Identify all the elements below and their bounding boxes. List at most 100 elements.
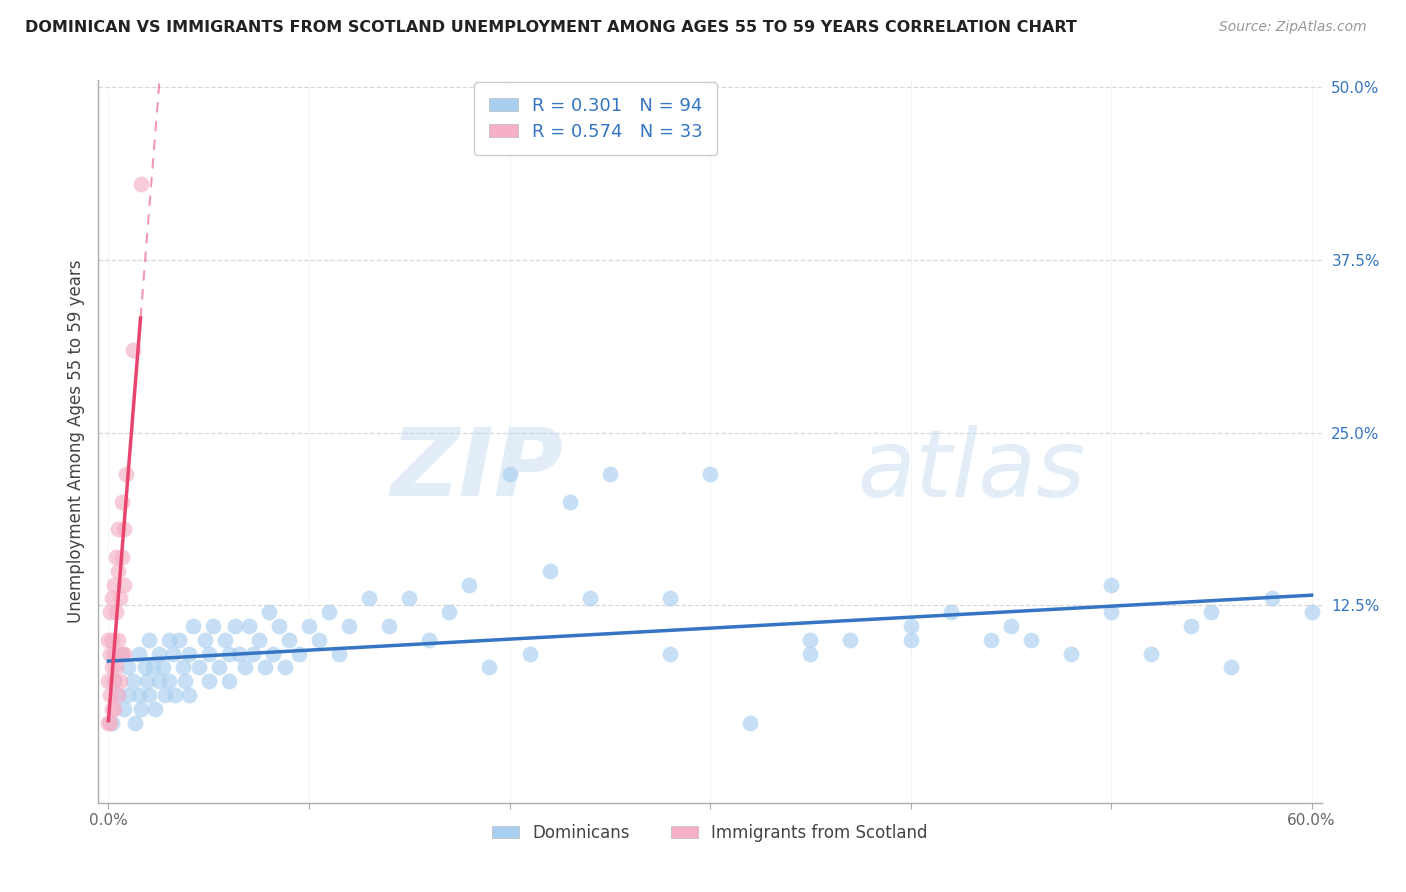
Point [274,660,297,674]
Point [197,674,219,689]
Point [277,632,299,647]
Point [699,467,721,481]
Point [418,632,440,647]
Point [262,647,284,661]
Legend: Dominicans, Immigrants from Scotland: Dominicans, Immigrants from Scotland [485,817,935,848]
Point [398,591,420,606]
Point [121,674,143,689]
Point [163,688,186,702]
Point [1301,605,1323,619]
Point [153,688,176,702]
Point [1180,619,1202,633]
Text: DOMINICAN VS IMMIGRANTS FROM SCOTLAND UNEMPLOYMENT AMONG AGES 55 TO 59 YEARS COR: DOMINICAN VS IMMIGRANTS FROM SCOTLAND UN… [25,20,1077,35]
Point [107,632,129,647]
Point [799,647,821,661]
Point [658,591,681,606]
Point [148,647,170,661]
Point [105,605,128,619]
Point [939,605,962,619]
Point [201,619,224,633]
Point [114,577,136,591]
Point [1099,605,1122,619]
Point [110,674,132,689]
Point [142,660,165,674]
Point [1060,647,1083,661]
Point [181,619,204,633]
Point [100,688,122,702]
Point [257,605,280,619]
Point [839,632,862,647]
Point [214,632,236,647]
Point [111,647,134,661]
Point [1019,632,1042,647]
Point [1000,619,1022,633]
Point [111,647,134,661]
Point [103,674,125,689]
Point [128,647,150,661]
Point [134,660,156,674]
Point [288,647,311,661]
Point [117,688,139,702]
Point [267,619,290,633]
Point [167,632,190,647]
Point [328,647,350,661]
Point [224,619,246,633]
Point [97,715,120,730]
Point [359,591,381,606]
Point [218,647,240,661]
Point [242,647,264,661]
Point [558,494,581,508]
Point [900,619,922,633]
Point [107,688,129,702]
Point [128,688,150,702]
Point [247,632,270,647]
Point [107,564,129,578]
Point [658,647,681,661]
Point [103,702,125,716]
Point [177,688,200,702]
Point [97,632,120,647]
Point [101,702,124,716]
Point [187,660,209,674]
Point [111,549,134,564]
Point [177,647,200,661]
Point [111,494,134,508]
Point [143,702,166,716]
Point [138,688,160,702]
Point [208,660,231,674]
Point [157,632,180,647]
Point [117,660,139,674]
Point [458,577,481,591]
Point [107,688,129,702]
Point [308,632,330,647]
Point [148,674,170,689]
Point [103,674,125,689]
Point [233,660,256,674]
Point [980,632,1002,647]
Point [100,605,122,619]
Point [1140,647,1163,661]
Point [172,660,194,674]
Point [599,467,621,481]
Point [228,647,250,661]
Point [103,647,125,661]
Point [519,647,541,661]
Y-axis label: Unemployment Among Ages 55 to 59 years: Unemployment Among Ages 55 to 59 years [66,260,84,624]
Point [498,467,520,481]
Point [1220,660,1243,674]
Point [1260,591,1282,606]
Point [740,715,762,730]
Point [114,647,136,661]
Point [129,702,152,716]
Point [114,522,136,536]
Point [253,660,276,674]
Text: ZIP: ZIP [391,425,564,516]
Point [318,605,340,619]
Point [121,343,143,357]
Point [173,674,195,689]
Point [101,632,124,647]
Point [298,619,321,633]
Point [439,605,461,619]
Point [107,522,129,536]
Point [97,674,120,689]
